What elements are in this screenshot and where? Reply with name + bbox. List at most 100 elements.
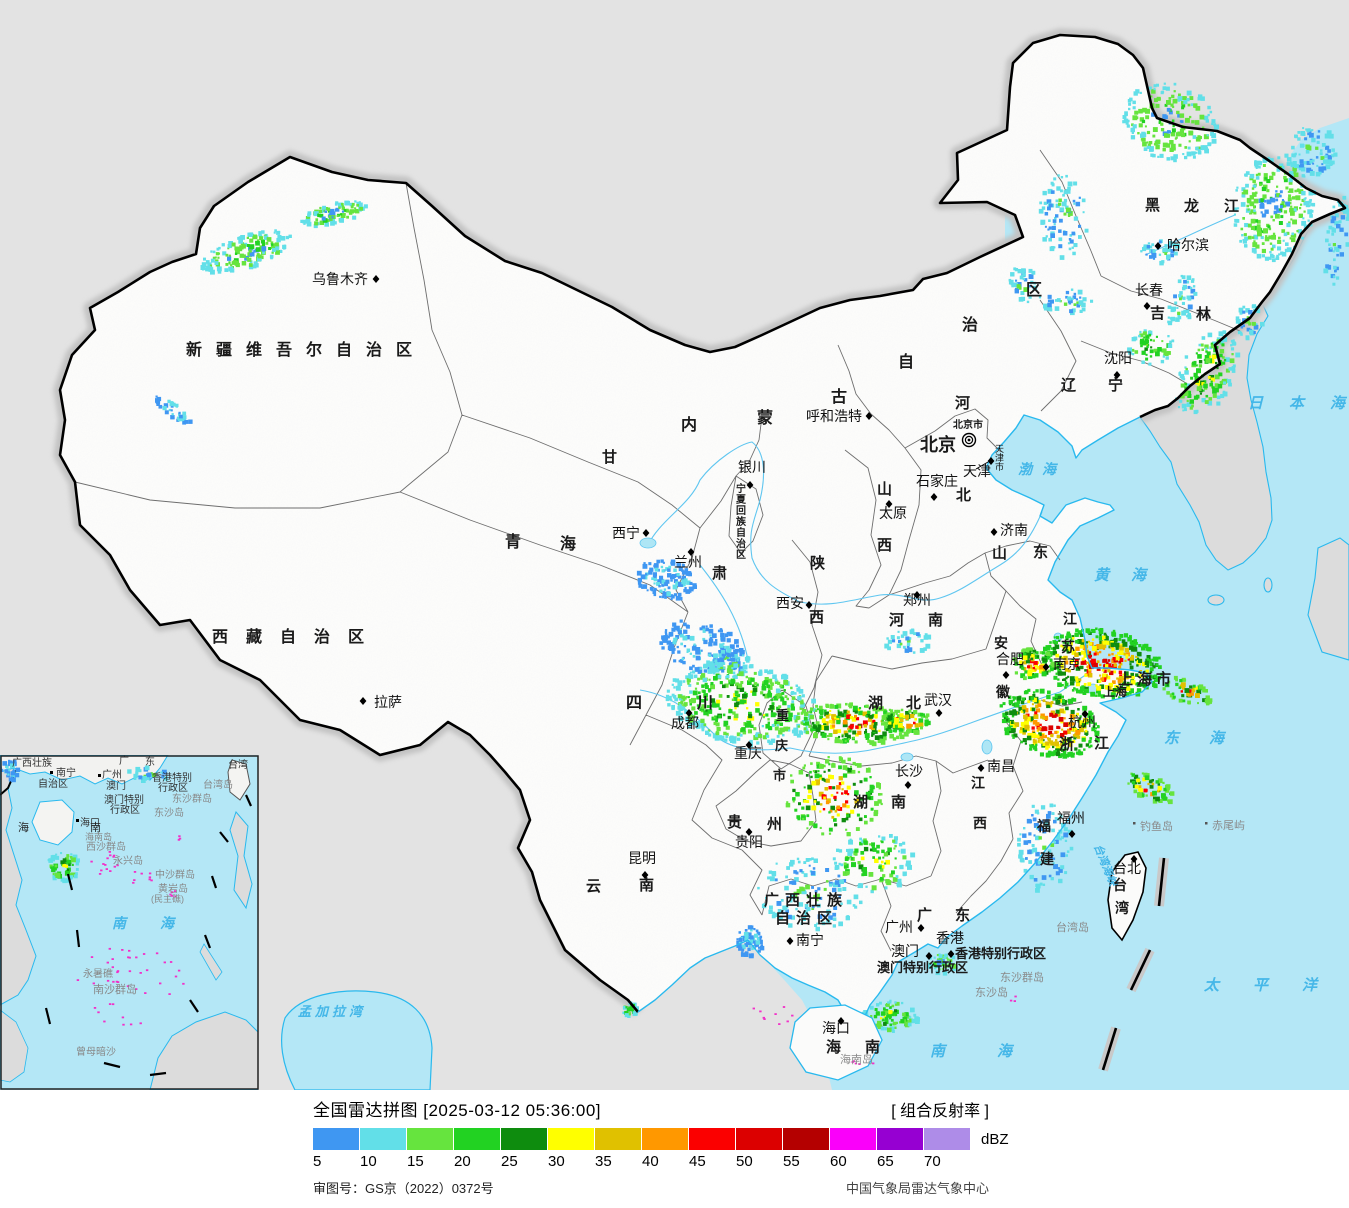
- echo-cell: [1219, 353, 1223, 358]
- echo-cell: [1149, 248, 1153, 253]
- echo-cell: [1202, 698, 1206, 703]
- echo-cell: [1166, 684, 1169, 687]
- echo-cell: [1131, 348, 1135, 352]
- echo-cell: [1034, 748, 1038, 752]
- echo-cell: [899, 864, 904, 870]
- echo-cell: [662, 591, 666, 594]
- echo-cell: [869, 740, 872, 744]
- echo-cell: [693, 674, 698, 679]
- inset-dash-segment: [66, 873, 74, 891]
- echo-cell: [705, 685, 709, 689]
- echo-cluster: [1140, 239, 1180, 266]
- japan-islands: [1207, 537, 1349, 661]
- echo-cell: [1091, 638, 1095, 641]
- echo-cell: [774, 726, 779, 731]
- inset-label: 行政区: [158, 781, 188, 794]
- echo-cell: [1111, 647, 1115, 652]
- echo-cell: [1099, 684, 1105, 689]
- echo-cell: [1052, 862, 1055, 865]
- echo-cell: [692, 715, 696, 719]
- echo-cell: [1142, 644, 1146, 648]
- echo-cell: [1090, 691, 1096, 697]
- echo-cell: [1242, 324, 1245, 328]
- echo-cell: [1222, 337, 1228, 342]
- echo-cell: [1014, 268, 1019, 272]
- echo-cell: [1095, 694, 1098, 697]
- echo-cell: [880, 876, 884, 881]
- echo-cell: [1157, 783, 1161, 786]
- echo-cell: [1014, 289, 1019, 294]
- echo-cell: [1172, 695, 1176, 699]
- echo-cell: [1076, 689, 1080, 694]
- echo-cell: [342, 205, 344, 208]
- echo-cell: [704, 682, 708, 686]
- echo-cell: [1159, 153, 1164, 158]
- echo-cell: [1111, 696, 1115, 700]
- echo-cell: [810, 870, 816, 876]
- echo-cell: [1271, 171, 1275, 175]
- echo-cell: [1131, 781, 1136, 785]
- echo-cell: [1095, 644, 1101, 650]
- echo-cell: [1187, 315, 1192, 320]
- echo-cell: [838, 765, 842, 770]
- echo-cell: [1119, 662, 1123, 666]
- echo-cell: [882, 874, 886, 878]
- echo-cell: [1052, 745, 1055, 749]
- echo-cell: [216, 247, 220, 251]
- echo-cell: [871, 885, 877, 891]
- echo-cell: [1137, 788, 1141, 792]
- echo-cell: [891, 639, 896, 643]
- echo-cell: [269, 254, 274, 259]
- echo-cell: [341, 206, 345, 210]
- echo-cell: [774, 678, 778, 682]
- echo-cell: [676, 573, 680, 577]
- echo-cell: [733, 663, 738, 668]
- echo-cell: [1252, 242, 1258, 248]
- echo-cell: [1146, 343, 1150, 347]
- echo-cell: [684, 568, 689, 572]
- echo-cell: [1283, 210, 1288, 214]
- echo-cell: [699, 627, 703, 631]
- echo-cell: [636, 570, 642, 576]
- echo-cell: [747, 947, 751, 951]
- echo-cell: [800, 701, 804, 705]
- echo-cell: [1028, 274, 1034, 279]
- echo-cell: [1043, 734, 1047, 739]
- echo-cell: [163, 776, 168, 781]
- echo-cell: [893, 836, 898, 841]
- echo-cell: [847, 727, 850, 731]
- echo-cell: [1301, 220, 1307, 226]
- echo-cell: [689, 666, 693, 671]
- echo-cell: [259, 255, 264, 260]
- echo-cell: [1083, 719, 1089, 725]
- echo-cell: [900, 734, 905, 740]
- echo-cell: [1240, 333, 1243, 336]
- echo-cell: [1181, 101, 1185, 105]
- inset-label: 自治区: [38, 777, 68, 790]
- echo-cell: [336, 214, 339, 217]
- echo-cell: [1072, 295, 1077, 300]
- echo-cell: [1060, 634, 1064, 639]
- echo-cell: [848, 738, 851, 741]
- echo-cell: [758, 671, 763, 676]
- province-label: 区: [1026, 281, 1042, 299]
- echo-cell: [1259, 203, 1265, 209]
- province-label: 北京市: [953, 418, 983, 431]
- echo-cell: [1246, 336, 1250, 340]
- echo-cell: [723, 720, 729, 726]
- legend-tick: 70: [924, 1153, 941, 1170]
- echo-cell: [1118, 638, 1122, 641]
- echo-cell: [846, 805, 850, 809]
- echo-cell: [943, 963, 948, 968]
- echo-cell: [1060, 753, 1065, 757]
- echo-cell: [814, 770, 818, 774]
- echo-cell: [1324, 155, 1328, 159]
- echo-cell: [904, 1012, 909, 1017]
- echo-cell: [228, 262, 231, 265]
- echo-cell: [1161, 793, 1166, 798]
- echo-cell: [1163, 796, 1168, 801]
- echo-cell: [1108, 653, 1111, 657]
- echo-cell: [1251, 247, 1257, 253]
- echo-cell: [789, 881, 793, 885]
- echo-cell: [1262, 164, 1266, 167]
